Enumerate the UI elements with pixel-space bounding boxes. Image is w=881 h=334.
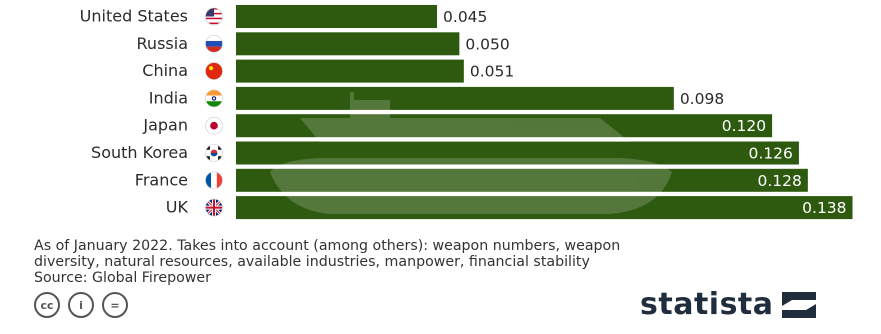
footer-note-line-1: As of January 2022. Takes into account (… (34, 238, 621, 254)
bar-japan (236, 114, 773, 138)
attribution-icon[interactable]: i (68, 292, 94, 318)
india-flag-icon (205, 89, 223, 107)
south-korea-flag-icon (205, 144, 223, 162)
value-label-uk: 0.138 (802, 199, 846, 217)
value-label-india: 0.098 (680, 90, 724, 108)
bar-france (236, 168, 808, 192)
bar-south-korea (236, 141, 799, 165)
category-label-china: China (142, 61, 188, 80)
russia-flag-icon (205, 35, 223, 53)
footer-note: As of January 2022. Takes into account (… (34, 238, 864, 286)
value-label-china: 0.051 (470, 63, 514, 81)
france-flag-icon (205, 171, 223, 189)
uk-flag-icon (205, 199, 223, 217)
category-label-russia: Russia (137, 34, 188, 53)
china-flag-icon (205, 62, 223, 80)
bar-china (236, 59, 464, 83)
us-flag-icon (205, 8, 223, 25)
category-label-india: India (149, 88, 188, 107)
value-label-russia: 0.050 (465, 35, 509, 53)
statista-mark-icon (781, 291, 816, 318)
category-label-united-states: United States (80, 7, 188, 26)
value-label-japan: 0.120 (722, 117, 766, 135)
source-line: Source: Global Firepower (34, 270, 211, 286)
bar-united-states (236, 5, 438, 28)
value-label-south-korea: 0.126 (749, 145, 793, 163)
value-label-united-states: 0.045 (443, 8, 487, 26)
creative-commons-icon[interactable]: cc (34, 292, 60, 318)
category-label-uk: UK (166, 198, 189, 217)
no-derivatives-icon[interactable]: = (102, 292, 128, 318)
brand-name: statista (640, 287, 774, 322)
value-label-france: 0.128 (757, 172, 801, 190)
tank-watermark (270, 92, 672, 214)
bar-india (236, 86, 674, 110)
bar-chart: United States 0.045 Russia 0.050 China 0.051 I… (80, 5, 853, 220)
bar-uk (236, 196, 853, 220)
japan-flag-icon (205, 117, 223, 135)
bar-russia (236, 32, 460, 56)
category-label-france: France (135, 170, 188, 189)
category-label-japan: Japan (142, 116, 188, 135)
license-icons: cc i = (34, 292, 128, 318)
statista-logo[interactable]: statista (640, 287, 816, 322)
footer-note-line-2: diversity, natural resources, available … (34, 254, 590, 270)
category-label-south-korea: South Korea (91, 143, 188, 162)
